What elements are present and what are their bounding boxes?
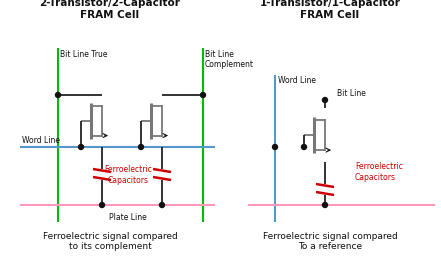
Text: Ferroelectric signal compared
to its complement: Ferroelectric signal compared to its com…	[43, 232, 177, 251]
Circle shape	[138, 145, 143, 150]
Text: Plate Line: Plate Line	[109, 213, 147, 222]
Circle shape	[201, 92, 206, 98]
Circle shape	[100, 203, 105, 207]
Text: Bit Line
Complement: Bit Line Complement	[205, 50, 254, 69]
Text: Ferroelectric
Capacitors: Ferroelectric Capacitors	[355, 162, 403, 182]
Text: 1-Transistor/1-Capacitor
FRAM Cell: 1-Transistor/1-Capacitor FRAM Cell	[260, 0, 400, 20]
Circle shape	[273, 145, 277, 150]
Text: Ferroelectric signal compared
To a reference: Ferroelectric signal compared To a refer…	[263, 232, 397, 251]
Circle shape	[322, 203, 328, 207]
Text: Word Line: Word Line	[22, 136, 60, 145]
Circle shape	[160, 203, 164, 207]
Circle shape	[56, 92, 60, 98]
Circle shape	[322, 98, 328, 103]
Text: 2-Transistor/2-Capacitor
FRAM Cell: 2-Transistor/2-Capacitor FRAM Cell	[40, 0, 180, 20]
Text: Word Line: Word Line	[278, 76, 316, 85]
Circle shape	[302, 145, 306, 150]
Text: Ferroelectric
Capacitors: Ferroelectric Capacitors	[104, 165, 152, 185]
Text: Bit Line: Bit Line	[337, 89, 366, 98]
Circle shape	[78, 145, 83, 150]
Text: Bit Line True: Bit Line True	[60, 50, 108, 59]
